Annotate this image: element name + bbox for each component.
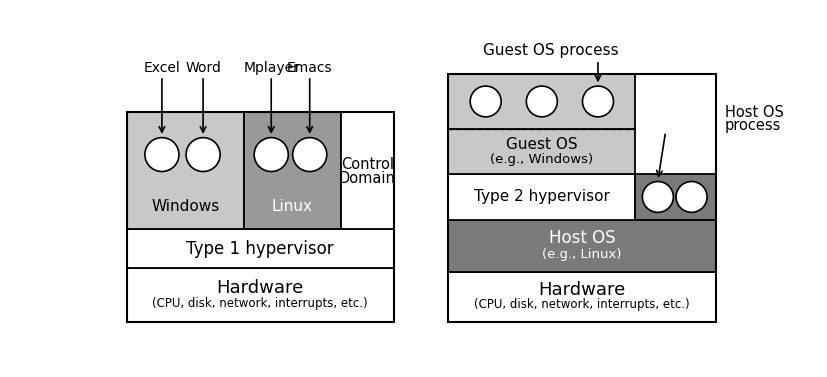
Circle shape — [526, 86, 557, 117]
Circle shape — [186, 138, 220, 172]
Bar — [127, 112, 394, 322]
Text: Hardware: Hardware — [538, 281, 625, 299]
Bar — [127, 112, 244, 229]
Text: Domain: Domain — [339, 171, 395, 186]
Circle shape — [676, 182, 707, 212]
Bar — [127, 268, 394, 322]
Bar — [448, 174, 635, 220]
Bar — [127, 229, 394, 268]
Circle shape — [643, 182, 673, 212]
Circle shape — [145, 138, 179, 172]
Text: Windows: Windows — [151, 199, 220, 214]
Text: Excel: Excel — [144, 61, 180, 75]
Circle shape — [471, 86, 501, 117]
Bar — [635, 174, 715, 220]
Text: Guest OS process: Guest OS process — [483, 43, 619, 58]
Text: process: process — [725, 118, 782, 133]
Circle shape — [582, 86, 614, 117]
Text: Hardware: Hardware — [217, 279, 304, 297]
Bar — [448, 129, 635, 174]
Circle shape — [293, 138, 327, 172]
Text: Control: Control — [341, 157, 394, 172]
Text: Linux: Linux — [272, 199, 313, 214]
Bar — [448, 220, 715, 271]
Bar — [244, 112, 341, 229]
Text: Guest OS: Guest OS — [506, 137, 577, 152]
Text: Emacs: Emacs — [287, 61, 332, 75]
Bar — [448, 271, 715, 322]
Text: Word: Word — [185, 61, 221, 75]
Text: (CPU, disk, network, interrupts, etc.): (CPU, disk, network, interrupts, etc.) — [152, 297, 368, 310]
Bar — [448, 74, 635, 129]
Bar — [341, 112, 394, 229]
Text: Host OS: Host OS — [548, 229, 615, 247]
Text: (e.g., Linux): (e.g., Linux) — [543, 248, 622, 261]
Text: Mplayer: Mplayer — [243, 61, 299, 75]
Text: Host OS: Host OS — [725, 105, 784, 120]
Text: (e.g., Windows): (e.g., Windows) — [490, 153, 594, 166]
Text: Type 1 hypervisor: Type 1 hypervisor — [187, 239, 334, 257]
Circle shape — [254, 138, 289, 172]
Text: (CPU, disk, network, interrupts, etc.): (CPU, disk, network, interrupts, etc.) — [474, 298, 690, 311]
Text: Type 2 hypervisor: Type 2 hypervisor — [474, 189, 609, 204]
Bar — [448, 74, 715, 322]
